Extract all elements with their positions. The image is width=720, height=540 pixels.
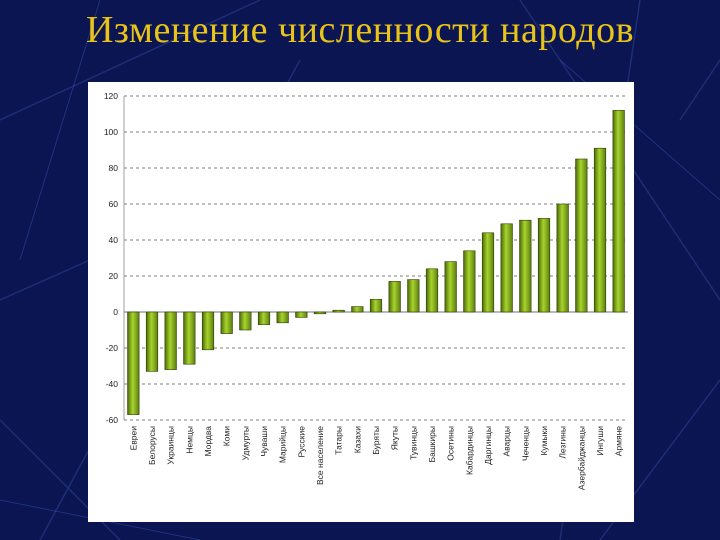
x-tick-label: Армяне: [614, 426, 624, 457]
bar-3: [164, 311, 177, 370]
slide-title: Изменение численности народов: [85, 9, 635, 51]
x-tick-label: Все население: [315, 426, 325, 485]
bar-14: [369, 299, 383, 313]
x-tick-label: Казахи: [352, 426, 362, 453]
bar-9: [276, 311, 289, 324]
x-tick-label: Евреи: [128, 426, 138, 451]
bar-16: [407, 279, 420, 313]
bar-18: [444, 261, 457, 313]
x-tick-label: Азербайджанцы: [576, 426, 586, 490]
y-tick-label: 0: [113, 307, 118, 317]
bar-10: [295, 311, 308, 318]
bar-25: [575, 158, 588, 313]
y-tick-label: -60: [106, 415, 119, 425]
bar-22: [519, 219, 532, 313]
x-tick-label: Мордва: [203, 426, 213, 457]
bar-12: [332, 309, 345, 313]
bar-13: [351, 306, 364, 313]
y-tick-label: 80: [109, 163, 119, 173]
y-tick-label: 40: [109, 235, 119, 245]
bar-1: [127, 311, 140, 415]
x-tick-label: Кабардинцы: [464, 426, 474, 475]
y-tick-label: -40: [106, 379, 119, 389]
bar-21: [500, 223, 513, 313]
x-tick-label: Башкиры: [427, 426, 437, 462]
x-tick-label: Немцы: [184, 426, 194, 454]
bar-23: [537, 218, 551, 313]
bar-6: [220, 311, 233, 334]
y-tick-label: -20: [106, 343, 119, 353]
x-tick-label: Русские: [296, 426, 306, 458]
y-tick-label: 120: [104, 91, 118, 101]
bar-11: [313, 311, 327, 315]
bar-20: [481, 232, 495, 313]
y-tick-label: 20: [109, 271, 119, 281]
bar-chart: 120 100 80 60 40 20 0 -20 -40 -60 Евреи Белорусы Укр…: [104, 91, 628, 490]
bar-17: [425, 268, 439, 313]
x-tick-label: Буряты: [371, 426, 381, 455]
bar-24: [556, 203, 569, 313]
y-tick-label: 60: [109, 199, 119, 209]
chart-panel: 120 100 80 60 40 20 0 -20 -40 -60 Евреи Белорусы Укр…: [88, 82, 634, 522]
x-tick-label: Тувинцы: [408, 426, 418, 460]
x-tick-label: Белорусы: [147, 426, 157, 465]
x-tick-label: Коми: [222, 426, 232, 447]
x-tick-label: Якуты: [390, 426, 400, 450]
bar-8: [257, 311, 271, 325]
x-tick-label: Осетины: [446, 426, 456, 461]
y-tick-label: 100: [104, 127, 118, 137]
bar-2: [145, 311, 159, 372]
x-tick-label: Лезгины: [558, 426, 568, 459]
x-tick-label: Удмурты: [240, 426, 250, 460]
x-tick-label: Аварцы: [502, 426, 512, 457]
bar-27: [612, 110, 625, 313]
bar-7: [239, 311, 252, 331]
x-tick-label: Марийцы: [278, 426, 288, 463]
x-tick-label: Чеченцы: [520, 426, 530, 461]
x-tick-label: Даргинцы: [483, 426, 493, 465]
bar-4: [183, 311, 196, 365]
bar-26: [593, 147, 607, 313]
x-tick-label: Ингуши: [595, 426, 605, 456]
x-tick-label: Украинцы: [166, 426, 176, 465]
x-tick-label: Кумыки: [539, 426, 549, 456]
bar-15: [388, 281, 401, 313]
x-tick-label: Чуваши: [259, 426, 269, 457]
bar-5: [201, 311, 215, 351]
x-tick-label: Татары: [334, 426, 344, 455]
bar-19: [463, 250, 476, 313]
